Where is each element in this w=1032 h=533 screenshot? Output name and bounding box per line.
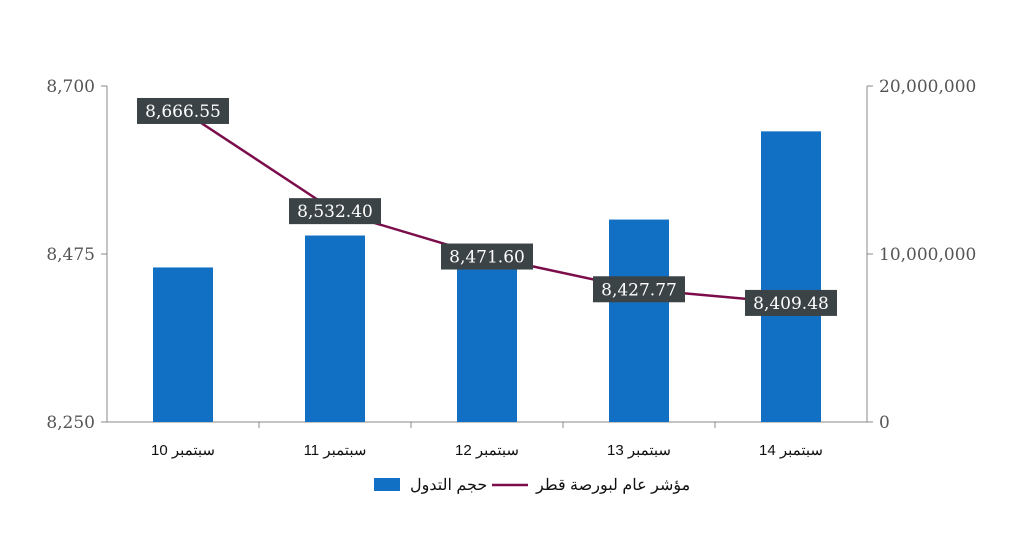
right-tick-label: 0 (879, 413, 890, 433)
data-label-text: 8,471.60 (449, 248, 525, 268)
legend-swatch-bar (374, 478, 400, 491)
left-tick-label: 8,250 (46, 413, 95, 433)
category-label: 11 سبتمبر (304, 442, 367, 459)
data-labels: 8,666.55 8,532.40 8,471.60 8,427.77 8,409.48 (137, 97, 837, 316)
data-label-box (745, 289, 837, 316)
data-label-text: 8,427.77 (601, 280, 677, 300)
data-label-text: 8,409.48 (753, 294, 829, 314)
category-label: 14 سبتمبر (759, 442, 823, 459)
left-tick-label: 8,700 (46, 77, 95, 97)
data-label: 8,666.55 (137, 97, 229, 124)
data-label-box (593, 276, 685, 303)
axes: 8,250 8,475 8,700 0 10,000,000 20,000,000 10 س… (46, 77, 976, 459)
bar (305, 235, 365, 422)
right-tick-label: 20,000,000 (879, 77, 976, 97)
data-label-text: 8,532.40 (297, 202, 373, 222)
data-label: 8,409.48 (745, 289, 837, 316)
legend: حجم التدول مؤشر عام لبورصة قطر (374, 477, 690, 494)
right-tick-label: 10,000,000 (879, 245, 976, 265)
data-label-box (289, 198, 381, 225)
data-label: 8,532.40 (289, 198, 381, 225)
bar (761, 131, 821, 423)
data-label: 8,471.60 (441, 243, 533, 270)
data-label-box (441, 243, 533, 270)
data-label-text: 8,666.55 (145, 102, 221, 122)
data-label-box (137, 97, 229, 124)
data-label: 8,427.77 (593, 276, 685, 303)
legend-label-bar: حجم التدول (410, 477, 487, 494)
category-label: 13 سبتمبر (607, 442, 671, 459)
bar (609, 219, 669, 422)
left-tick-label: 8,475 (46, 245, 95, 265)
bar (153, 267, 213, 422)
category-label: 12 سبتمبر (455, 442, 519, 459)
legend-label-line: مؤشر عام لبورصة قطر (535, 477, 690, 494)
category-label: 10 سبتمبر (151, 442, 215, 459)
bar-series (153, 131, 821, 423)
bar (457, 269, 517, 422)
